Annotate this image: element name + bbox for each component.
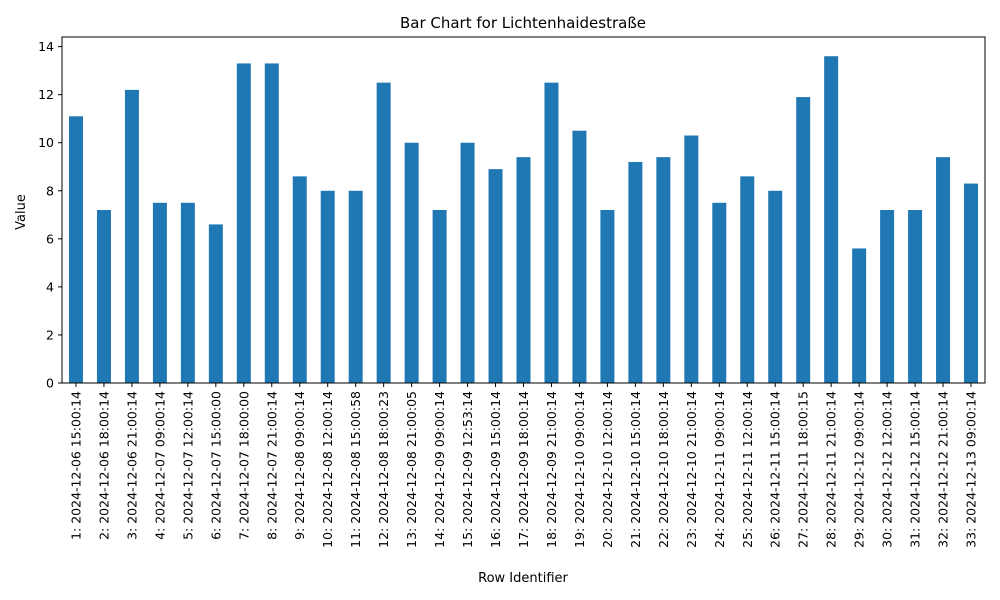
x-tick-label: 2: 2024-12-06 18:00:14	[96, 391, 111, 540]
bar-12	[376, 82, 391, 384]
bar-24	[712, 202, 727, 383]
bar-17	[516, 157, 531, 383]
bar-4	[152, 202, 167, 383]
bar-22	[656, 157, 671, 383]
x-tick-label: 4: 2024-12-07 09:00:14	[152, 391, 167, 540]
x-tick-label: 19: 2024-12-10 09:00:14	[572, 391, 587, 548]
bar-32	[936, 157, 951, 383]
x-tick-label: 9: 2024-12-08 09:00:14	[292, 391, 307, 540]
bar-26	[768, 190, 783, 383]
bar-31	[908, 210, 923, 383]
x-tick-label: 13: 2024-12-08 21:00:05	[404, 391, 419, 548]
x-tick-label: 5: 2024-12-07 12:00:14	[180, 391, 195, 540]
bar-25	[740, 176, 755, 383]
bar-7	[236, 63, 251, 384]
x-tick-label: 22: 2024-12-10 18:00:14	[656, 391, 671, 548]
bar-1	[68, 116, 83, 384]
x-tick-label: 1: 2024-12-06 15:00:14	[68, 391, 83, 540]
y-tick-label: 0	[46, 376, 54, 391]
bar-8	[264, 63, 279, 384]
x-tick-label: 18: 2024-12-09 21:00:14	[544, 391, 559, 548]
bar-19	[572, 130, 587, 383]
y-tick-label: 8	[46, 183, 54, 198]
bar-13	[404, 142, 419, 383]
bar-5	[180, 202, 195, 383]
bar-27	[796, 97, 811, 383]
y-tick-label: 2	[46, 327, 54, 342]
y-tick-label: 12	[38, 87, 54, 102]
x-tick-label: 8: 2024-12-07 21:00:14	[264, 391, 279, 540]
y-tick-label: 14	[38, 39, 54, 54]
x-tick-label: 7: 2024-12-07 18:00:00	[236, 391, 251, 540]
x-tick-label: 6: 2024-12-07 15:00:00	[208, 391, 223, 540]
x-tick-label: 32: 2024-12-12 21:00:14	[936, 391, 951, 548]
chart-title: Bar Chart for Lichtenhaidestraße	[400, 14, 646, 32]
x-tick-label: 17: 2024-12-09 18:00:14	[516, 391, 531, 548]
y-tick-label: 10	[38, 135, 54, 150]
bar-16	[488, 169, 503, 383]
bar-6	[208, 224, 223, 383]
bar-2	[96, 210, 111, 383]
x-tick-label: 12: 2024-12-08 18:00:23	[376, 391, 391, 548]
x-tick-label: 25: 2024-12-11 12:00:14	[740, 391, 755, 548]
x-tick-label: 26: 2024-12-11 15:00:14	[768, 391, 783, 548]
y-axis: 0 2 4 6 8 10 12 14	[38, 39, 62, 391]
bar-23	[684, 135, 699, 383]
bar-15	[460, 142, 475, 383]
bar-3	[124, 89, 139, 383]
x-tick-label: 30: 2024-12-12 12:00:14	[880, 391, 895, 548]
bar-33	[964, 183, 979, 383]
x-tick-label: 3: 2024-12-06 21:00:14	[124, 391, 139, 540]
y-axis-title: Value	[14, 194, 29, 230]
bar-9	[292, 176, 307, 383]
bar-21	[628, 161, 643, 383]
y-tick-label: 4	[46, 279, 54, 294]
x-tick-label: 31: 2024-12-12 15:00:14	[908, 391, 923, 548]
x-tick-label: 14: 2024-12-09 09:00:14	[432, 391, 447, 548]
x-axis-title: Row Identifier	[478, 571, 568, 586]
bar-18	[544, 82, 559, 384]
bar-14	[432, 210, 447, 383]
plot-frame	[61, 36, 986, 384]
x-axis: 1: 2024-12-06 15:00:14 2: 2024-12-06 18:0…	[68, 383, 979, 548]
x-tick-label: 11: 2024-12-08 15:00:58	[348, 391, 363, 548]
bar-28	[824, 56, 839, 383]
x-tick-label: 16: 2024-12-09 15:00:14	[488, 391, 503, 548]
bar-20	[600, 210, 615, 383]
y-tick-label: 6	[46, 231, 54, 246]
x-tick-label: 20: 2024-12-10 12:00:14	[600, 391, 615, 548]
bar-30	[880, 210, 895, 383]
x-tick-label: 21: 2024-12-10 15:00:14	[628, 391, 643, 548]
x-tick-label: 29: 2024-12-12 09:00:14	[852, 391, 867, 548]
x-tick-label: 10: 2024-12-08 12:00:14	[320, 391, 335, 548]
x-tick-label: 24: 2024-12-11 09:00:14	[712, 391, 727, 548]
x-tick-label: 28: 2024-12-11 21:00:14	[824, 391, 839, 548]
bars-group	[68, 56, 979, 384]
x-tick-label: 15: 2024-12-09 12:53:14	[460, 391, 475, 548]
x-tick-label: 27: 2024-12-11 18:00:15	[796, 391, 811, 548]
bar-29	[852, 248, 867, 383]
x-tick-label: 33: 2024-12-13 09:00:14	[964, 391, 979, 548]
bar-11	[348, 190, 363, 383]
bar-10	[320, 190, 335, 383]
x-tick-label: 23: 2024-12-10 21:00:14	[684, 391, 699, 548]
